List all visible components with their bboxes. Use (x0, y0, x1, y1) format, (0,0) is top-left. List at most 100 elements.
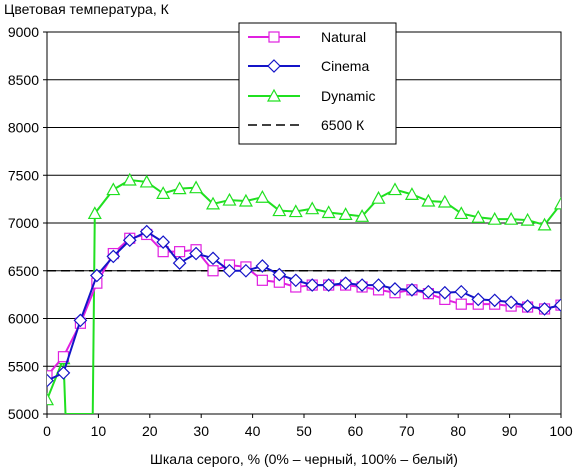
data-point (520, 212, 535, 226)
data-point (47, 392, 55, 406)
data-point (338, 207, 353, 221)
series-layer (47, 172, 561, 414)
data-point (321, 278, 336, 292)
data-point (371, 278, 386, 292)
data-point (239, 263, 253, 278)
data-point (255, 259, 270, 273)
y-tick-label: 8500 (8, 72, 39, 88)
data-point (454, 206, 469, 220)
data-point (206, 251, 220, 266)
data-point (156, 235, 171, 249)
legend: Natural Cinema Dynamic 6500 К (238, 22, 397, 145)
legend-label: Natural (321, 29, 366, 45)
data-point (206, 196, 221, 210)
data-point (272, 203, 287, 217)
data-point (520, 299, 535, 313)
legend-marker (266, 88, 282, 102)
data-point (404, 187, 419, 200)
legend-label: 6500 К (321, 117, 365, 133)
data-point (388, 282, 402, 296)
x-tick-label: 80 (450, 423, 466, 439)
data-point (47, 373, 54, 388)
x-tick-label: 90 (502, 423, 518, 439)
data-point (189, 180, 204, 194)
data-point (172, 256, 187, 270)
data-point (106, 249, 121, 264)
series-cinema (47, 224, 561, 388)
data-point (90, 268, 104, 283)
data-point (47, 370, 53, 382)
y-tick-label: 7500 (8, 167, 39, 183)
y-tick-label: 5000 (8, 406, 39, 422)
data-point (405, 283, 419, 297)
data-point (471, 292, 486, 307)
data-point (288, 204, 303, 218)
data-point (355, 209, 370, 222)
data-point (272, 267, 287, 282)
data-point (256, 274, 268, 286)
data-point (553, 196, 561, 210)
x-axis-label: Шкала серого, % (0% – черный, 100% – бел… (150, 451, 458, 467)
x-axis-ticks: 0 10 20 30 40 50 60 70 80 90 100 (43, 414, 573, 439)
data-point (537, 217, 552, 231)
data-point (471, 210, 486, 223)
data-point (56, 366, 71, 380)
legend-label: Cinema (321, 58, 369, 74)
series-natural (47, 228, 561, 382)
data-point (338, 276, 353, 291)
data-point (371, 190, 386, 204)
legend-label: Dynamic (321, 88, 375, 104)
data-point (421, 193, 436, 207)
data-point (504, 295, 518, 310)
legend-box (238, 22, 397, 145)
y-axis-label: Цветовая температура, К (4, 1, 170, 17)
data-point (305, 278, 320, 292)
y-tick-label: 7000 (8, 215, 39, 231)
y-tick-label: 6000 (8, 311, 39, 327)
legend-item: 6500 К (248, 117, 365, 133)
x-tick-label: 10 (91, 423, 107, 439)
x-tick-label: 60 (348, 423, 364, 439)
data-point (156, 186, 171, 199)
data-point (504, 211, 519, 225)
data-point (172, 181, 187, 195)
data-point (139, 174, 154, 188)
data-point (387, 182, 402, 196)
data-point (437, 194, 452, 208)
legend-marker (267, 59, 281, 73)
data-point (106, 182, 121, 196)
data-point (87, 206, 102, 220)
series-dynamic (47, 172, 561, 414)
data-point (355, 278, 369, 292)
data-point (421, 284, 436, 299)
data-point (455, 298, 467, 310)
x-tick-label: 40 (245, 423, 261, 439)
data-point (437, 285, 452, 300)
legend-item: Cinema (248, 58, 369, 74)
data-point (537, 302, 552, 316)
x-tick-label: 70 (399, 423, 415, 439)
data-point (255, 189, 270, 203)
data-point (189, 246, 203, 261)
data-point (222, 192, 237, 206)
y-axis-ticks: 5000 5500 6000 6500 7000 7500 8000 8500 9000 (8, 24, 47, 422)
data-point (139, 224, 154, 239)
data-point (321, 205, 336, 219)
series-line (47, 230, 561, 382)
x-tick-label: 0 (43, 423, 51, 439)
y-tick-label: 9000 (8, 24, 39, 40)
data-point (222, 263, 237, 278)
data-point (454, 284, 469, 299)
series-line (47, 178, 561, 414)
data-point (554, 298, 561, 312)
x-tick-label: 100 (549, 423, 573, 439)
data-point (305, 201, 320, 215)
data-point (238, 193, 253, 207)
data-point (174, 246, 186, 258)
data-point (207, 265, 219, 277)
x-tick-label: 20 (142, 423, 158, 439)
legend-item: Dynamic (248, 88, 375, 104)
series-line (47, 233, 561, 377)
legend-marker (268, 31, 280, 43)
